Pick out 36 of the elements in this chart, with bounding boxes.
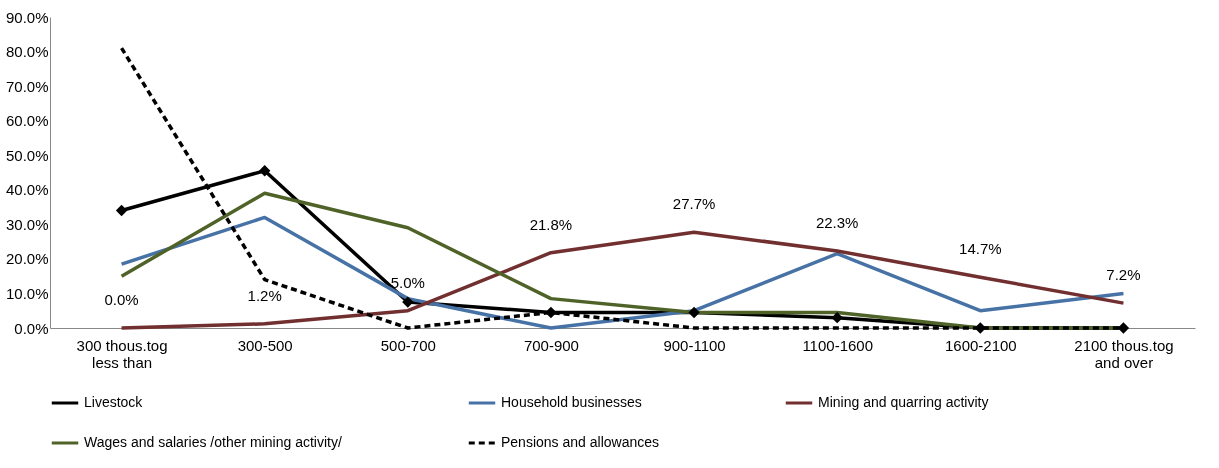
y-tick-label: 0.0% — [14, 319, 49, 337]
y-tick-label: 60.0% — [5, 112, 49, 130]
data-label: 22.3% — [815, 213, 859, 231]
y-tick-label: 40.0% — [5, 181, 49, 199]
y-tick-label: 90.0% — [5, 8, 49, 26]
y-tick-label: 70.0% — [5, 77, 49, 95]
data-label: 7.2% — [1106, 266, 1141, 284]
y-tick-label: 30.0% — [5, 215, 49, 233]
data-label: 27.7% — [672, 195, 716, 213]
x-tick-label: 500-700 — [380, 336, 436, 354]
data-label: 14.7% — [959, 240, 1002, 258]
data-label: 5.0% — [390, 273, 425, 291]
legend-label: Livestock — [84, 394, 144, 410]
y-tick-label: 80.0% — [5, 43, 49, 61]
legend-label: Household businesses — [501, 394, 642, 410]
x-tick-label: 2100 thous.tog and over — [1074, 336, 1174, 371]
data-label: 1.2% — [247, 286, 282, 304]
data-label: 0.0% — [104, 291, 139, 308]
y-tick-label: 50.0% — [5, 146, 49, 164]
y-tick-label: 20.0% — [5, 250, 49, 268]
legend-label: Pensions and allowances — [501, 434, 659, 450]
x-tick-label: 1600-2100 — [944, 336, 1017, 354]
point — [115, 204, 128, 217]
legend-label: Mining and quarring activity — [818, 394, 989, 410]
x-tick-label: 1100-1600 — [802, 336, 873, 354]
point — [1117, 322, 1130, 334]
y-tick-label: 10.0% — [5, 284, 49, 302]
x-tick-label: 900-1100 — [663, 336, 726, 354]
x-tick-label: 300-500 — [237, 336, 293, 354]
legend-label: Wages and salaries /other mining activity/ — [84, 434, 342, 450]
x-tick-label: 300 thous.tog less than — [76, 336, 168, 371]
point — [688, 306, 700, 319]
point — [258, 165, 271, 177]
data-label: 21.8% — [529, 215, 573, 233]
x-tick-label: 700-900 — [523, 336, 579, 354]
point — [402, 296, 414, 308]
